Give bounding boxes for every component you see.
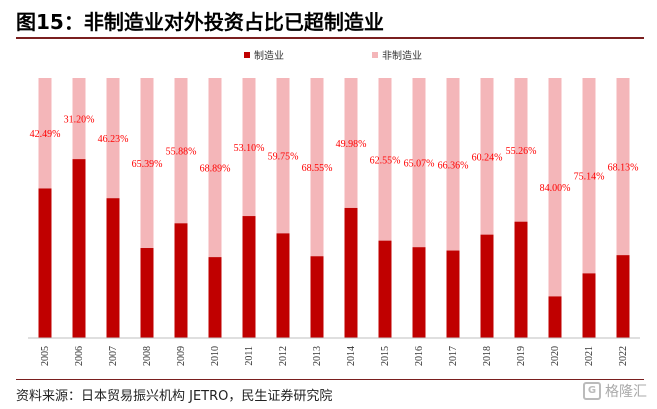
x-tick-label-2019: 2019: [516, 346, 527, 366]
chart-title: 图15：非制造业对外投资占比已超制造业: [16, 10, 384, 34]
bar-manufacturing-2006: [72, 159, 86, 338]
data-label-2011: 53.10%: [234, 143, 265, 154]
data-label-2015: 62.55%: [370, 155, 401, 166]
data-label-2021: 75.14%: [574, 172, 605, 183]
data-label-2006: 31.20%: [64, 115, 95, 126]
bar-manufacturing-2008: [140, 248, 154, 338]
x-tick-label-2016: 2016: [414, 346, 425, 366]
data-label-2020: 84.00%: [540, 183, 571, 194]
bar-manufacturing-2021: [582, 273, 596, 338]
data-label-2014: 49.98%: [336, 139, 367, 150]
data-label-2012: 59.75%: [268, 152, 299, 163]
bar-manufacturing-2016: [412, 247, 426, 338]
chart-x-axis: 2005 2006 2007 2008 2009 2010 2011 2012 2013 2014…: [28, 337, 640, 366]
bar-non-manufacturing-2009: [174, 78, 188, 224]
data-label-2019: 55.26%: [506, 146, 537, 157]
x-tick-label-2017: 2017: [448, 346, 459, 366]
x-tick-label-2020: 2020: [550, 346, 561, 366]
data-label-2013: 68.55%: [302, 163, 333, 174]
bar-manufacturing-2007: [106, 198, 120, 338]
data-label-2009: 55.88%: [166, 147, 197, 158]
x-tick-label-2011: 2011: [244, 346, 255, 366]
chart-legend: 制造业 非制造业: [244, 49, 422, 62]
x-tick-label-2021: 2021: [584, 346, 595, 366]
title-divider: [16, 37, 644, 39]
bar-manufacturing-2015: [378, 240, 392, 338]
bar-manufacturing-2022: [616, 255, 630, 338]
bar-non-manufacturing-2017: [446, 78, 460, 251]
bar-non-manufacturing-2013: [310, 78, 324, 257]
data-label-2005: 42.49%: [30, 129, 61, 140]
bar-manufacturing-2014: [344, 207, 358, 338]
x-tick-label-2014: 2014: [346, 346, 357, 366]
watermark-logo-icon: G: [583, 382, 601, 400]
bar-manufacturing-2019: [514, 221, 528, 338]
bar-non-manufacturing-2007: [106, 78, 120, 199]
x-tick-label-2012: 2012: [278, 346, 289, 366]
x-tick-label-2010: 2010: [210, 346, 221, 366]
data-label-2008: 65.39%: [132, 159, 163, 170]
watermark: G 格隆汇: [583, 381, 647, 401]
bar-manufacturing-2005: [38, 188, 52, 338]
chart-bars: [38, 78, 630, 338]
x-tick-label-2006: 2006: [74, 346, 85, 366]
legend-swatch-2: [372, 52, 378, 58]
x-tick-label-2022: 2022: [618, 346, 629, 366]
x-tick-label-2015: 2015: [380, 346, 391, 366]
bar-manufacturing-2020: [548, 296, 562, 338]
bar-non-manufacturing-2008: [140, 78, 154, 249]
data-label-2016: 65.07%: [404, 159, 435, 170]
x-tick-label-2008: 2008: [142, 346, 153, 366]
bar-non-manufacturing-2014: [344, 78, 358, 208]
bar-manufacturing-2018: [480, 234, 494, 338]
legend-label-2: 非制造业: [382, 49, 422, 62]
bar-manufacturing-2012: [276, 233, 290, 338]
bar-non-manufacturing-2022: [616, 78, 630, 256]
chart-data-labels: 42.49%31.20%46.23% 65.39%55.88%68.89%53.1…: [30, 115, 639, 195]
bar-non-manufacturing-2021: [582, 78, 596, 274]
bar-non-manufacturing-2019: [514, 78, 528, 222]
bar-manufacturing-2017: [446, 250, 460, 338]
data-label-2022: 68.13%: [608, 163, 639, 174]
stacked-bar-chart: 制造业 非制造业 42.49%31.20%46.23%65.39%55.88%68…: [28, 49, 640, 366]
bar-manufacturing-2013: [310, 256, 324, 338]
source-note: 资料来源：日本贸易振兴机构 JETRO，民生证券研究院: [16, 389, 333, 404]
bar-non-manufacturing-2018: [480, 78, 494, 235]
data-label-2017: 66.36%: [438, 160, 469, 171]
bar-non-manufacturing-2012: [276, 78, 290, 234]
bar-non-manufacturing-2011: [242, 78, 256, 217]
bar-non-manufacturing-2020: [548, 78, 562, 297]
legend-label-1: 制造业: [254, 49, 284, 62]
data-label-2010: 68.89%: [200, 164, 231, 175]
data-label-2007: 46.23%: [98, 134, 129, 145]
x-tick-label-2005: 2005: [40, 346, 51, 366]
bar-non-manufacturing-2015: [378, 78, 392, 241]
x-tick-label-2018: 2018: [482, 346, 493, 366]
x-tick-label-2013: 2013: [312, 346, 323, 366]
bar-non-manufacturing-2006: [72, 78, 86, 160]
bar-manufacturing-2011: [242, 216, 256, 338]
bar-non-manufacturing-2016: [412, 78, 426, 248]
bar-manufacturing-2010: [208, 257, 222, 338]
bar-non-manufacturing-2005: [38, 78, 52, 189]
data-label-2018: 60.24%: [472, 152, 503, 163]
x-tick-label-2009: 2009: [176, 346, 187, 366]
source-divider: [16, 379, 644, 380]
x-tick-label-2007: 2007: [108, 346, 119, 366]
legend-swatch-1: [244, 52, 250, 58]
bar-manufacturing-2009: [174, 223, 188, 338]
bar-non-manufacturing-2010: [208, 78, 222, 258]
watermark-text: 格隆汇: [605, 384, 647, 400]
